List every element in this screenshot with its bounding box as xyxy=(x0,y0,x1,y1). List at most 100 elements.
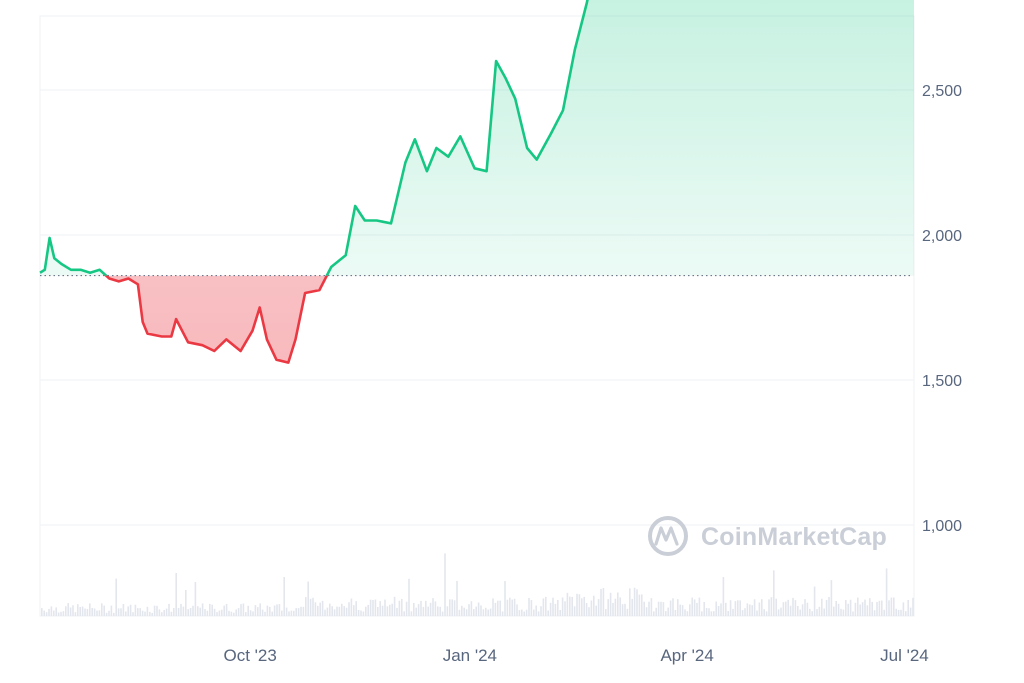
volume-bar xyxy=(350,598,353,616)
volume-bar xyxy=(693,599,696,616)
volume-bar xyxy=(221,609,223,616)
volume-bar xyxy=(72,605,74,616)
volume-bar xyxy=(314,602,317,616)
volume-bar xyxy=(67,603,69,616)
price-line-below-baseline xyxy=(104,275,329,364)
volume-bar xyxy=(259,603,261,616)
volume-bar xyxy=(218,610,221,616)
volume-bar xyxy=(201,603,204,616)
volume-bar xyxy=(751,605,753,616)
volume-bar xyxy=(626,608,629,616)
volume-bar xyxy=(770,597,773,616)
volume-bar xyxy=(101,603,103,616)
volume-bar xyxy=(290,610,293,616)
volume-bar xyxy=(600,588,602,616)
volume-bar xyxy=(194,582,197,616)
volume-bar xyxy=(209,603,211,616)
volume-bar xyxy=(609,592,612,616)
volume-bar xyxy=(559,610,561,616)
volume-bar xyxy=(223,605,225,616)
volume-bar xyxy=(542,598,545,616)
watermark: CoinMarketCap xyxy=(648,516,887,556)
volume-bar xyxy=(89,603,91,616)
volume-bar xyxy=(144,611,146,616)
volume-bar xyxy=(41,608,43,616)
y-tick-label: 1,000 xyxy=(922,518,962,535)
volume-bar xyxy=(79,607,81,616)
volume-bar xyxy=(734,601,737,616)
volume-bar xyxy=(302,606,305,616)
volume-bar xyxy=(674,610,677,616)
volume-bar xyxy=(439,606,441,616)
volume-bar xyxy=(233,612,235,616)
volume-bar xyxy=(650,598,653,616)
volume-bar xyxy=(729,600,732,616)
volume-bar xyxy=(725,602,727,616)
volume-bar xyxy=(403,611,405,616)
volume-bar xyxy=(573,606,576,616)
volume-bar xyxy=(55,607,57,616)
volume-bar xyxy=(264,611,266,616)
volume-bar xyxy=(108,610,110,616)
volume-bar xyxy=(588,607,590,616)
price-area-below-baseline xyxy=(106,275,327,363)
volume-bar xyxy=(845,600,847,616)
volume-bar xyxy=(619,597,621,616)
volume-bar xyxy=(389,604,391,616)
volume-bar xyxy=(533,609,535,616)
volume-bar xyxy=(420,600,422,616)
volume-bar xyxy=(158,609,161,616)
volume-bar xyxy=(525,609,528,616)
volume-bar xyxy=(127,606,129,616)
volume-bar xyxy=(362,611,365,616)
volume-bar xyxy=(278,604,281,616)
volume-bar xyxy=(888,600,890,616)
volume-bar xyxy=(703,602,705,616)
volume-bar xyxy=(115,578,117,616)
volume-bar xyxy=(499,600,501,616)
volume-bar xyxy=(593,595,595,616)
volume-bar xyxy=(909,607,912,616)
volume-bar xyxy=(691,597,693,616)
volume-bar xyxy=(547,610,549,616)
volume-bar xyxy=(477,602,480,616)
volume-bar xyxy=(173,608,175,616)
volume-bar xyxy=(396,607,398,616)
volume-bar xyxy=(357,610,360,616)
volume-bar xyxy=(905,611,907,616)
volume-bar xyxy=(425,600,427,616)
volume-bar xyxy=(175,573,177,616)
volume-bar xyxy=(631,598,633,616)
y-tick-label: 2,000 xyxy=(922,228,962,245)
volume-bar xyxy=(557,600,559,616)
volume-bar xyxy=(746,603,749,616)
volume-bar xyxy=(480,605,482,616)
volume-bar xyxy=(605,609,607,616)
volume-bar xyxy=(384,599,386,616)
volume-bar xyxy=(897,609,900,616)
volume-bar xyxy=(50,606,53,616)
volume-bar xyxy=(103,605,105,616)
volume-bar xyxy=(470,601,473,616)
volume-bar xyxy=(727,611,729,616)
volume-bar xyxy=(785,601,787,616)
volume-bar xyxy=(878,600,881,616)
volume-bar xyxy=(429,602,432,616)
volume-bar xyxy=(854,602,857,616)
volume-bar xyxy=(369,599,372,616)
volume-bar xyxy=(528,598,530,616)
volume-bar xyxy=(537,611,540,616)
volume-bar xyxy=(554,603,557,616)
volume-bar xyxy=(552,597,554,616)
volume-bar xyxy=(427,606,429,616)
volume-bar xyxy=(410,611,413,616)
volume-bar xyxy=(473,609,475,616)
volume-bar xyxy=(62,611,65,616)
volume-bar xyxy=(840,608,842,616)
volume-bar xyxy=(242,603,245,616)
volume-bar xyxy=(456,580,458,616)
volume-bar xyxy=(518,610,521,616)
volume-bar xyxy=(281,610,283,616)
